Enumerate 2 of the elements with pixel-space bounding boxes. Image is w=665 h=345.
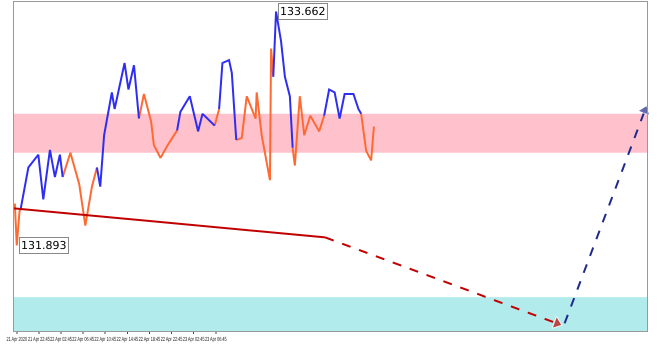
annotation: 133.662 (280, 5, 326, 18)
annotation: 131.893 (21, 239, 66, 252)
